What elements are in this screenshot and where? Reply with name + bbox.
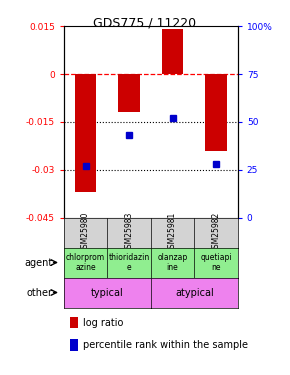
Bar (70, 339, 78, 351)
Text: atypical: atypical (175, 288, 214, 297)
Text: GSM25980: GSM25980 (81, 212, 90, 253)
Text: olanzap
ine: olanzap ine (157, 253, 188, 272)
Text: GDS775 / 11220: GDS775 / 11220 (93, 17, 197, 30)
Bar (205, 74, 227, 150)
Text: log ratio: log ratio (83, 318, 123, 327)
Text: typical: typical (91, 288, 124, 297)
Text: GSM25982: GSM25982 (211, 212, 221, 253)
Text: other: other (26, 288, 52, 297)
Bar (75, 74, 96, 192)
Text: agent: agent (24, 258, 52, 267)
Text: thioridazin
e: thioridazin e (108, 253, 150, 272)
Text: chlorprom
azine: chlorprom azine (66, 253, 105, 272)
Text: GSM25983: GSM25983 (124, 212, 134, 253)
Bar (162, 30, 183, 74)
Bar (118, 74, 140, 112)
Text: quetiapi
ne: quetiapi ne (200, 253, 232, 272)
Bar (70, 317, 78, 328)
Text: percentile rank within the sample: percentile rank within the sample (83, 340, 248, 350)
Text: GSM25981: GSM25981 (168, 212, 177, 253)
